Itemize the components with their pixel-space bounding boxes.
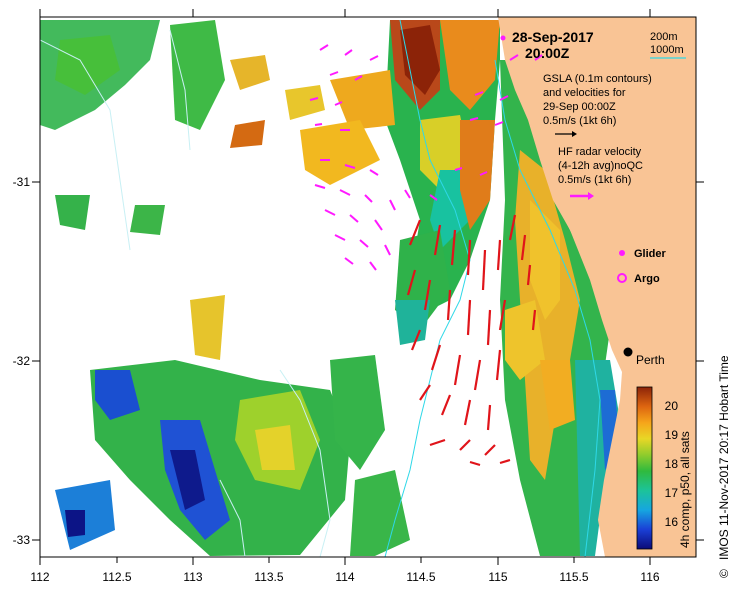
argo-legend-icon: [617, 273, 627, 283]
hf-legend-arrowhead: [588, 192, 594, 200]
depth-legend-1000m: 1000m: [650, 44, 684, 56]
hf-legend-line: HF radar velocity: [558, 146, 642, 158]
x-tick-label: 113.5: [254, 570, 283, 584]
argo-legend-label: Argo: [634, 273, 660, 285]
x-tick-label: 116: [640, 570, 659, 584]
timestamp-date: 28-Sep-2017: [512, 29, 594, 45]
x-tick-label: 114: [335, 570, 354, 584]
colorbar: [636, 386, 653, 550]
gsla-legend-arrowhead: [572, 131, 577, 137]
colorbar-tick: 17: [665, 486, 679, 500]
colorbar-tick: 19: [665, 428, 679, 442]
hf-legend-line: (4-12h avg)noQC: [558, 160, 643, 172]
city-label-perth: Perth: [636, 353, 665, 367]
x-tick-label: 115: [488, 570, 507, 584]
hf-legend-line: 0.5m/s (1kt 6h): [558, 174, 631, 186]
plot-frame: [39, 16, 697, 558]
colorbar-tick: 20: [665, 399, 679, 413]
glider-marker: [500, 35, 506, 41]
gsla-legend-line: and velocities for: [543, 87, 626, 99]
gsla-arrows: [309, 44, 543, 271]
gsla-legend-line: 0.5m/s (1kt 6h): [543, 115, 616, 127]
glider-legend-icon: [619, 250, 625, 256]
bathymetry-contours: [40, 19, 601, 557]
sst-raster: [40, 20, 620, 556]
glider-legend-label: Glider: [634, 248, 667, 260]
depth-legend-200m: 200m: [650, 31, 678, 43]
x-tick-label: 112.5: [102, 570, 131, 584]
colorbar-tick: 18: [665, 457, 679, 471]
copyright-symbol: ©: [717, 569, 731, 578]
plot-area: [40, 17, 696, 557]
perth-marker: [623, 347, 633, 357]
axis-ticks: [32, 9, 704, 565]
y-tick-label: -33: [13, 533, 31, 547]
y-tick-labels: -31 -32 -33: [13, 175, 31, 547]
colorbar-label: 4h comp, p50, all sats: [678, 431, 692, 548]
gsla-legend-line: 29-Sep 00:00Z: [543, 101, 616, 113]
x-tick-label: 113: [183, 570, 202, 584]
credit-text: IMOS 11-Nov-2017 20:17 Hobart Time: [717, 355, 731, 560]
hf-radar-arrows: [406, 214, 537, 467]
timestamp-time: 20:00Z: [525, 45, 570, 61]
y-tick-label: -32: [13, 354, 31, 368]
gsla-legend-line: GSLA (0.1m contours): [543, 73, 652, 85]
colorbar-tick: 16: [665, 515, 679, 529]
x-tick-label: 112: [30, 570, 49, 584]
x-tick-label: 115.5: [559, 570, 588, 584]
x-tick-label: 114.5: [406, 570, 435, 584]
y-tick-label: -31: [13, 175, 31, 189]
x-tick-labels: 112 112.5 113 113.5 114 114.5 115 115.5 …: [30, 570, 659, 584]
colorbar-ticks: 16 17 18 19 20: [665, 399, 679, 529]
